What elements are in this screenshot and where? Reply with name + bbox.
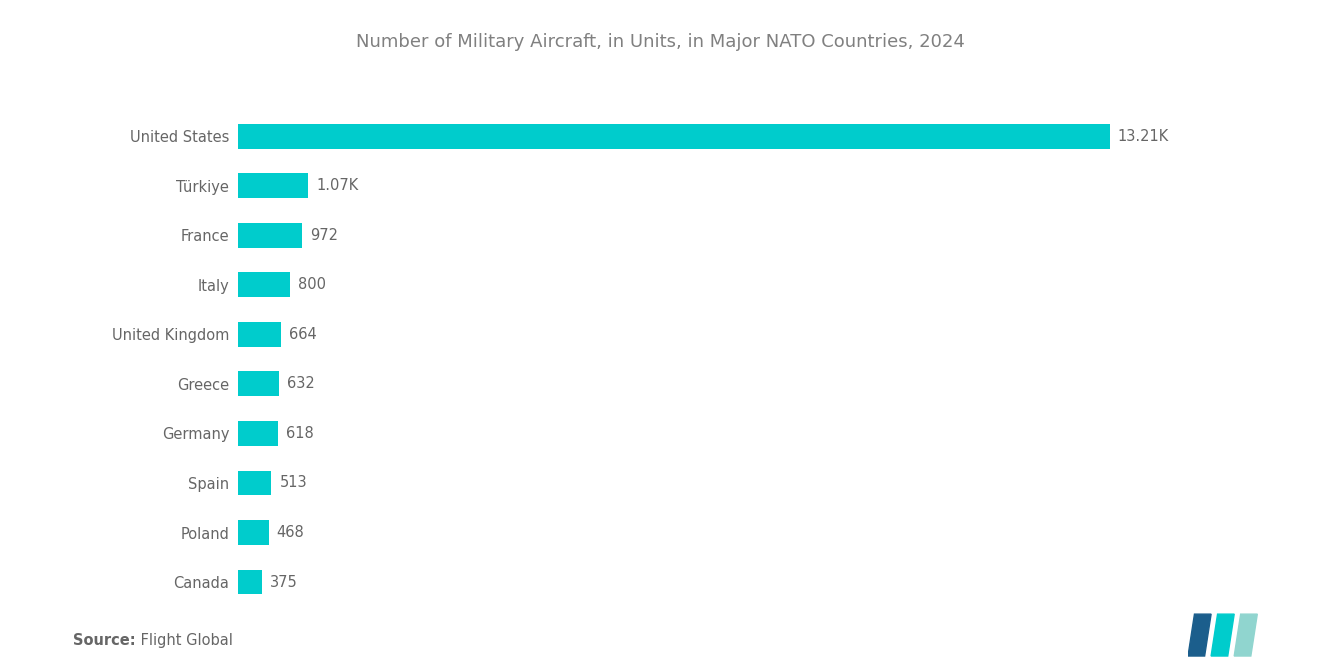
Text: Flight Global: Flight Global <box>136 633 232 648</box>
Bar <box>238 174 309 198</box>
Text: 800: 800 <box>298 277 326 293</box>
Text: 632: 632 <box>288 376 315 392</box>
Bar <box>238 570 263 595</box>
Polygon shape <box>1212 614 1234 656</box>
Text: 664: 664 <box>289 327 317 342</box>
Text: 618: 618 <box>286 426 314 441</box>
Text: Source:: Source: <box>73 633 135 648</box>
Polygon shape <box>1234 614 1257 656</box>
Text: 375: 375 <box>271 575 298 590</box>
Bar <box>238 372 280 396</box>
Text: Number of Military Aircraft, in Units, in Major NATO Countries, 2024: Number of Military Aircraft, in Units, i… <box>355 33 965 51</box>
Bar <box>238 520 268 545</box>
Bar <box>238 322 281 346</box>
Bar <box>238 471 272 495</box>
Text: 513: 513 <box>280 475 308 491</box>
Bar <box>238 273 290 297</box>
Bar <box>238 223 302 247</box>
Bar <box>238 124 1110 148</box>
Text: 13.21K: 13.21K <box>1118 128 1170 144</box>
Text: 468: 468 <box>276 525 304 540</box>
Text: 1.07K: 1.07K <box>317 178 359 193</box>
Text: 972: 972 <box>310 227 338 243</box>
Polygon shape <box>1188 614 1212 656</box>
Bar <box>238 421 279 446</box>
